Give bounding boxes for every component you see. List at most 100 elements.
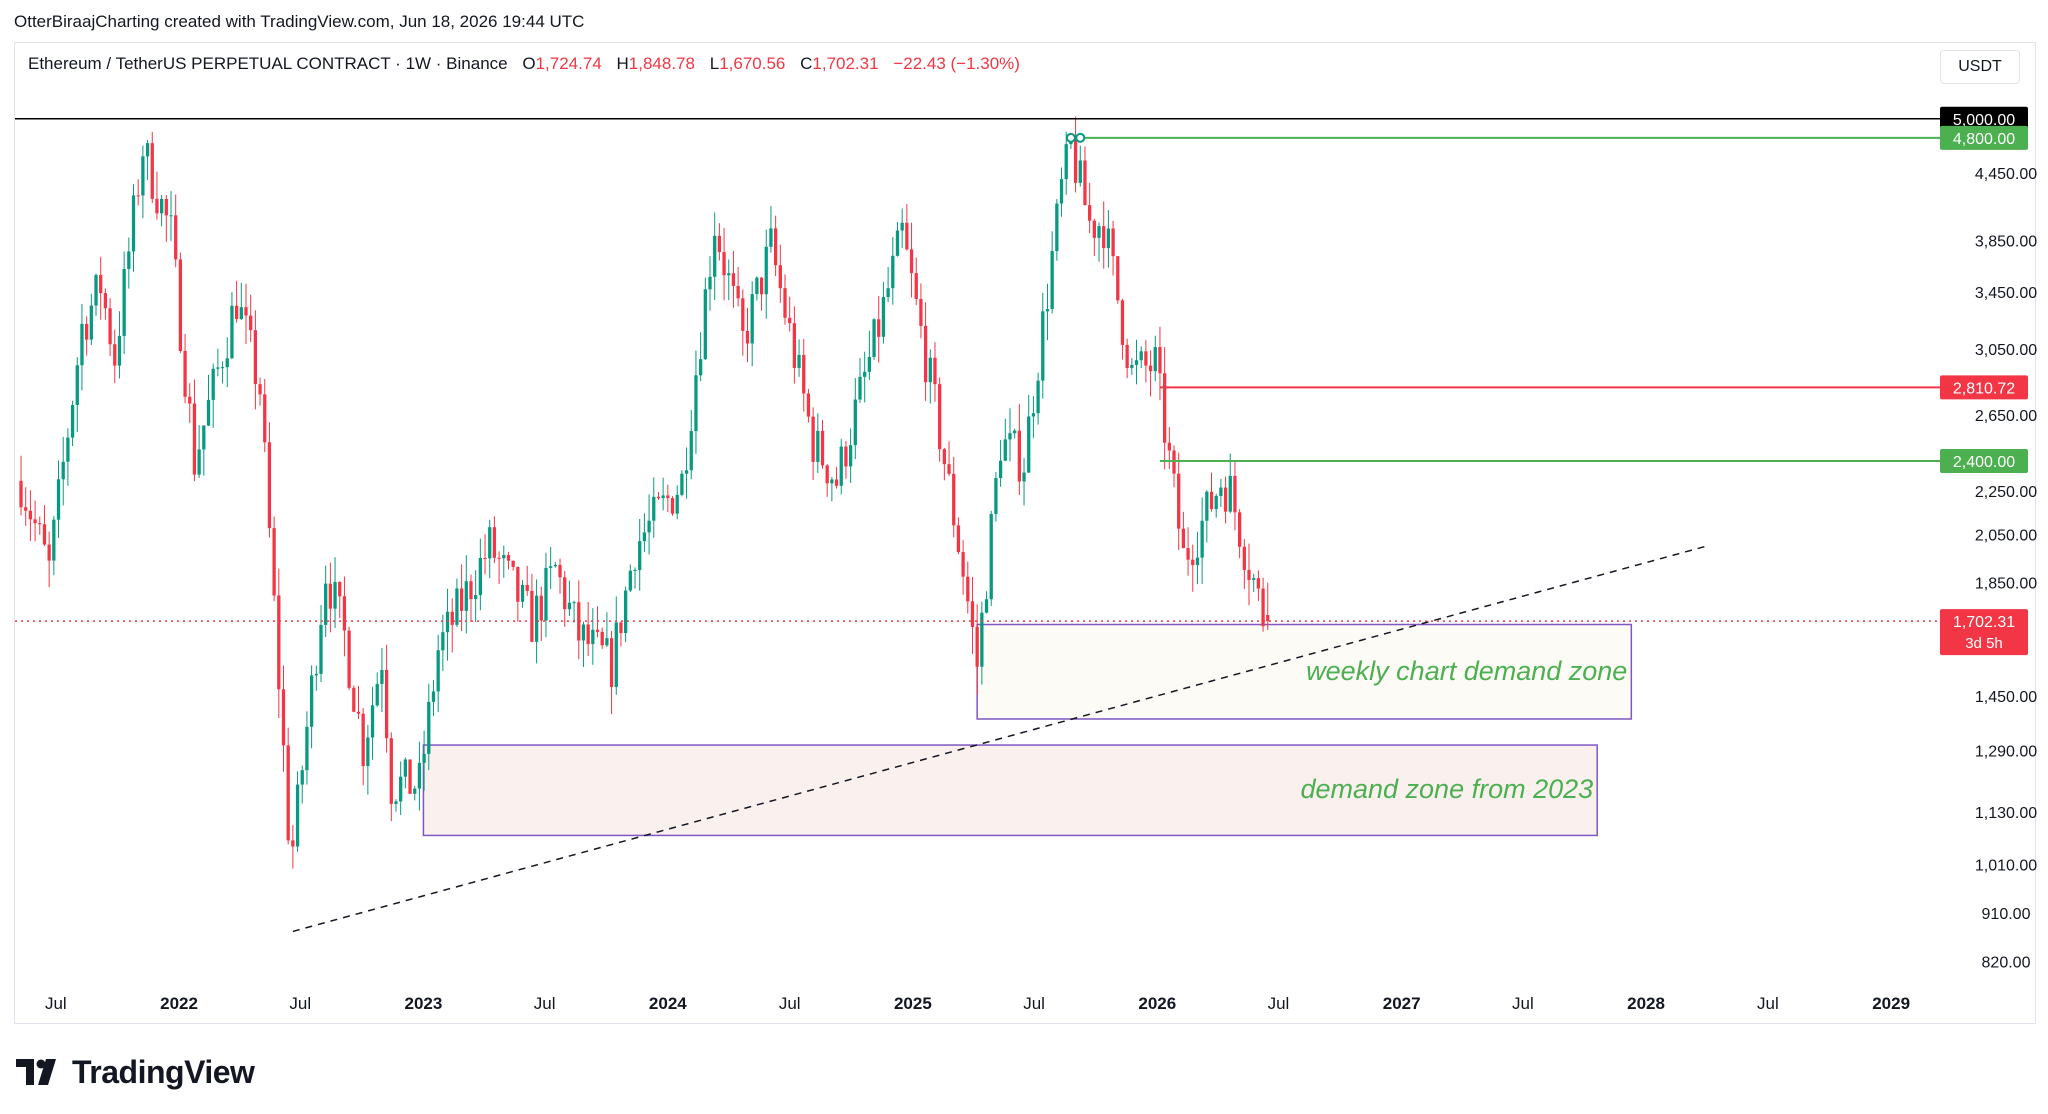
candle-body xyxy=(666,495,670,499)
candle-body xyxy=(469,581,473,600)
x-axis-tick-label: 2025 xyxy=(894,994,932,1013)
candle-body xyxy=(277,595,281,690)
candle-body xyxy=(802,354,806,394)
candle-body xyxy=(1228,475,1232,512)
candle-body xyxy=(764,246,768,295)
candle-body xyxy=(1148,365,1153,372)
candle-body xyxy=(47,544,51,561)
candle-body xyxy=(1013,430,1017,434)
candle-body xyxy=(609,638,614,688)
candle-body xyxy=(553,564,557,567)
candle-body xyxy=(563,577,567,610)
candle-body xyxy=(436,650,440,692)
candle-body xyxy=(1237,512,1242,547)
high-marker xyxy=(1065,132,1076,143)
candle-body xyxy=(225,358,229,368)
candle-body xyxy=(347,630,351,688)
y-axis-tick-label: 3,050.00 xyxy=(1975,342,2037,359)
candle-body xyxy=(455,588,459,625)
symbol-description[interactable]: Ethereum / TetherUS PERPETUAL CONTRACT ·… xyxy=(28,54,508,73)
candle-body xyxy=(952,473,956,526)
candle-body xyxy=(1177,473,1181,529)
candle-body xyxy=(834,479,839,486)
candle-body xyxy=(19,480,23,508)
candle-body xyxy=(980,612,984,667)
candle-body xyxy=(108,308,112,345)
candle-body xyxy=(769,228,773,247)
candle-body xyxy=(1139,351,1143,361)
candle-body xyxy=(488,527,492,559)
candle-body xyxy=(314,673,318,676)
candle-body xyxy=(33,519,37,524)
candle-body xyxy=(914,273,918,299)
demand-zone-label: weekly chart demand zone xyxy=(1306,656,1627,686)
low-value: 1,670.56 xyxy=(719,54,786,73)
current-price-label: 1,702.31 xyxy=(1953,614,2015,631)
candle-body xyxy=(155,198,159,214)
candle-body xyxy=(872,319,876,357)
x-axis-tick-label: Jul xyxy=(1512,994,1534,1013)
candle-body xyxy=(722,252,726,276)
candle-body xyxy=(586,624,590,644)
candle-body xyxy=(1209,491,1214,510)
x-axis-tick-label: Jul xyxy=(1023,994,1045,1013)
candle-body xyxy=(127,251,131,269)
candle-body xyxy=(258,384,262,395)
candle-body xyxy=(66,437,70,462)
candle-body xyxy=(1195,557,1200,566)
tradingview-logo[interactable]: TradingView xyxy=(16,1052,255,1092)
y-axis-tick-label: 3,850.00 xyxy=(1975,234,2037,251)
candle-body xyxy=(558,564,562,578)
candle-body xyxy=(244,307,248,316)
candle-body xyxy=(970,601,975,627)
candle-body xyxy=(984,599,989,613)
candle-body xyxy=(511,560,515,567)
candle-body xyxy=(783,288,787,318)
low-label: L xyxy=(709,54,720,73)
candle-body xyxy=(577,602,581,641)
trendline-dashed[interactable] xyxy=(292,545,1708,933)
candle-body xyxy=(1097,226,1101,238)
candle-body xyxy=(394,801,398,804)
candle-body xyxy=(731,273,736,286)
candle-body xyxy=(216,367,220,369)
level-price-label: 2,810.72 xyxy=(1953,380,2015,397)
level-price-label: 5,000.00 xyxy=(1953,112,2015,129)
candle-body xyxy=(136,195,140,197)
y-axis-tick-label: 820.00 xyxy=(1982,955,2031,972)
candle-body xyxy=(736,285,740,299)
candle-body xyxy=(680,473,684,495)
candle-body xyxy=(220,367,225,369)
candle-body xyxy=(966,576,970,602)
candle-body xyxy=(806,393,811,417)
candle-body xyxy=(356,711,361,714)
candle-body xyxy=(474,595,478,600)
candle-body xyxy=(1083,160,1087,206)
candle-body xyxy=(909,249,914,274)
currency-button[interactable]: USDT xyxy=(1940,50,2020,84)
candle-body xyxy=(530,590,534,642)
y-axis-tick-label: 910.00 xyxy=(1982,906,2031,923)
candle-body xyxy=(549,566,553,568)
y-axis-tick-label: 2,650.00 xyxy=(1975,408,2037,425)
candle-body xyxy=(70,404,75,438)
candle-body xyxy=(431,691,436,702)
x-axis-tick-label: 2023 xyxy=(405,994,443,1013)
candle-body xyxy=(708,276,712,290)
price-chart[interactable]: weekly chart demand zone demand zone from… xyxy=(0,0,2048,1030)
candle-body xyxy=(272,528,276,596)
candle-body xyxy=(464,581,468,611)
candle-body xyxy=(52,519,56,561)
candle-body xyxy=(253,330,258,385)
candle-body xyxy=(923,325,928,383)
candle-body xyxy=(159,198,164,214)
candle-body xyxy=(28,510,33,520)
candle-body xyxy=(174,215,178,260)
candle-body xyxy=(342,596,347,631)
candle-body xyxy=(689,431,693,471)
candle-body xyxy=(703,289,707,360)
candle-body xyxy=(230,305,234,359)
candle-body xyxy=(441,632,445,651)
demand-zone-rect[interactable] xyxy=(422,744,1598,837)
candle-body xyxy=(581,624,586,641)
